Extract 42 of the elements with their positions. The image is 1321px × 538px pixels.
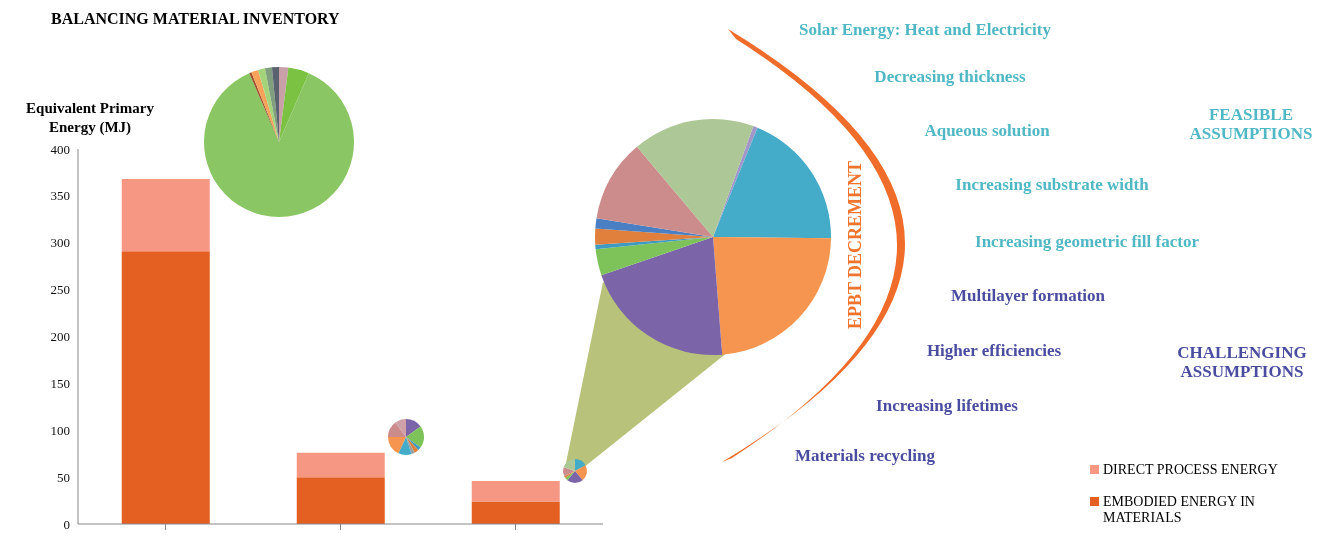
y-tick-label: 0 xyxy=(63,516,70,532)
pie-slice xyxy=(636,119,754,237)
text: Higher efficiencies xyxy=(926,341,1062,361)
pie-slice xyxy=(595,237,713,276)
bar xyxy=(121,179,210,252)
bar xyxy=(296,452,385,478)
pie-slice xyxy=(713,237,831,355)
y-tick-label: 400 xyxy=(50,141,70,157)
pie-slice xyxy=(595,218,713,237)
y-tick-label: 50 xyxy=(57,469,70,485)
text: FEASIBLE ASSUMPTIONS xyxy=(1188,105,1314,143)
text: Materials recycling xyxy=(795,446,935,466)
pie-slice xyxy=(264,67,279,142)
y-tick-label: 100 xyxy=(50,422,70,438)
text: Increasing substrate width xyxy=(955,175,1149,195)
text: EPBT DECREMENT xyxy=(844,160,866,330)
pie-slice xyxy=(601,237,723,355)
bar xyxy=(471,501,560,524)
y-tick-label: 350 xyxy=(50,188,70,204)
bar xyxy=(296,477,385,524)
legend-label: EMBODIED ENERGY IN MATERIALS xyxy=(1103,494,1256,526)
y-tick-label: 250 xyxy=(50,282,70,298)
y-tick-label: 300 xyxy=(50,235,70,251)
y-tick-label: 200 xyxy=(50,329,70,345)
bar xyxy=(471,480,560,502)
text: Increasing geometric fill factor xyxy=(975,232,1199,252)
chart-title: BALANCING MATERIAL INVENTORY xyxy=(51,10,340,28)
text: Aqueous solution xyxy=(924,121,1050,141)
bar xyxy=(121,251,210,524)
legend-label: DIRECT PROCESS ENERGY xyxy=(1103,462,1278,478)
pie-slice xyxy=(596,146,713,237)
text: Multilayer formation xyxy=(950,286,1106,306)
y-tick-label: 150 xyxy=(50,375,70,391)
text: CHALLENGING ASSUMPTIONS xyxy=(1176,343,1308,381)
pie-slice xyxy=(713,127,831,239)
y-axis-title: Equivalent Primary Energy (MJ) xyxy=(25,99,155,137)
text: Solar Energy: Heat and Electricity xyxy=(799,20,1051,40)
text: Decreasing thickness xyxy=(874,67,1026,87)
pie-slice xyxy=(204,73,354,217)
text: Increasing lifetimes xyxy=(876,396,1018,416)
pie-slice xyxy=(279,67,309,142)
pie-slice xyxy=(258,68,279,142)
